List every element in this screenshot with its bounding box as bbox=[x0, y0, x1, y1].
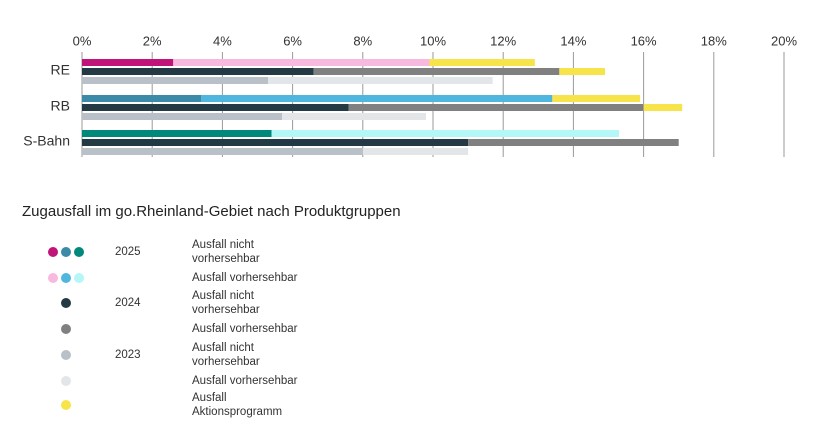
legend-label: Ausfall vorhersehbar bbox=[192, 272, 298, 284]
bar-segment bbox=[82, 104, 349, 111]
chart-title: Zugausfall im go.Rheinland-Gebiet nach P… bbox=[22, 203, 401, 220]
bar-segment bbox=[559, 68, 605, 75]
legend-swatch bbox=[48, 247, 58, 257]
bar-segment bbox=[82, 139, 469, 146]
bar-segment bbox=[82, 130, 272, 137]
bar-segment bbox=[429, 59, 535, 66]
bar-segment bbox=[271, 130, 620, 137]
y-tick-label: S-Bahn bbox=[23, 133, 70, 149]
x-tick-label: 8% bbox=[353, 33, 372, 48]
bar-segment bbox=[313, 68, 560, 75]
x-tick-label: 18% bbox=[701, 33, 727, 48]
legend-swatch bbox=[61, 400, 71, 410]
legend-year: 2025 bbox=[115, 246, 141, 258]
legend-swatch bbox=[74, 247, 84, 257]
bar-segment bbox=[362, 148, 469, 155]
legend-swatch bbox=[61, 376, 71, 386]
legend-label: Ausfall Aktionsprogramm bbox=[192, 392, 283, 418]
legend-label: Ausfall nicht vorhersehbar bbox=[192, 342, 260, 368]
legend-label: Ausfall nicht vorhersehbar bbox=[192, 239, 260, 265]
legend-swatch bbox=[48, 273, 58, 283]
bar-segment bbox=[643, 104, 683, 111]
legend-label: Ausfall nicht vorhersehbar bbox=[192, 290, 260, 316]
bar-segment bbox=[173, 59, 430, 66]
x-tick-label: 2% bbox=[143, 33, 162, 48]
bar-segment bbox=[201, 95, 553, 102]
legend-year: 2023 bbox=[115, 349, 141, 361]
x-tick-label: 4% bbox=[213, 33, 232, 48]
bar-segment bbox=[348, 104, 644, 111]
bar-segment bbox=[82, 68, 314, 75]
legend-year: 2024 bbox=[115, 297, 141, 309]
bar-segment bbox=[468, 139, 679, 146]
legend-swatch bbox=[61, 247, 71, 257]
bar-segment bbox=[82, 113, 283, 120]
legend-swatch bbox=[61, 350, 71, 360]
legend-swatch bbox=[61, 298, 71, 308]
x-tick-label: 14% bbox=[560, 33, 586, 48]
bar-segment bbox=[82, 59, 174, 66]
legend-label: Ausfall vorhersehbar bbox=[192, 375, 298, 387]
x-tick-label: 20% bbox=[771, 33, 797, 48]
x-tick-label: 0% bbox=[73, 33, 92, 48]
x-tick-label: 12% bbox=[490, 33, 516, 48]
bar-segment bbox=[282, 113, 426, 120]
x-tick-label: 6% bbox=[283, 33, 302, 48]
legend-swatch bbox=[74, 273, 84, 283]
x-tick-label: 10% bbox=[420, 33, 446, 48]
legend-swatch bbox=[61, 273, 71, 283]
y-tick-label: RB bbox=[51, 98, 70, 114]
chart: Zugausfall im go.Rheinland-Gebiet nach P… bbox=[22, 33, 797, 220]
legend-swatch bbox=[61, 324, 71, 334]
bar-segment bbox=[268, 77, 493, 84]
x-tick-label: 16% bbox=[631, 33, 657, 48]
bar-segment bbox=[82, 148, 363, 155]
bar-segment bbox=[552, 95, 641, 102]
bar-segment bbox=[82, 95, 202, 102]
legend-label: Ausfall vorhersehbar bbox=[192, 323, 298, 335]
y-tick-label: RE bbox=[51, 62, 70, 78]
bar-segment bbox=[82, 77, 269, 84]
